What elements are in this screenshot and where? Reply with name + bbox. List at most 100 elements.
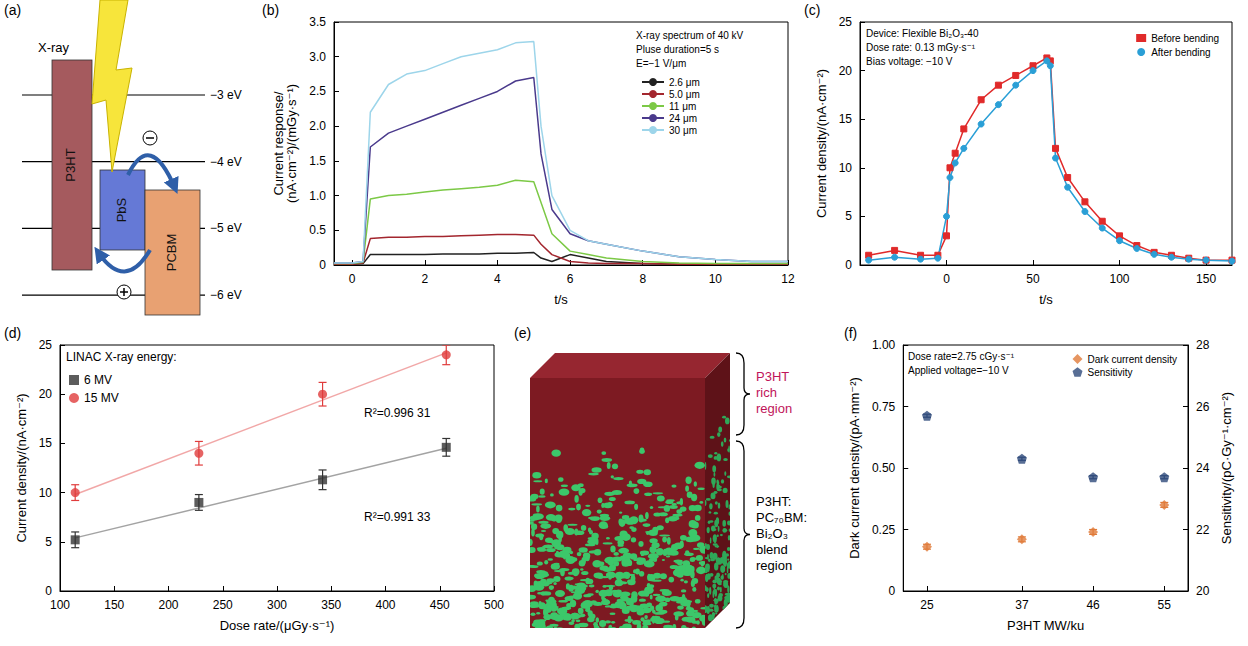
svg-text:Dose rate/(μGy·s⁻¹): Dose rate/(μGy·s⁻¹) bbox=[220, 618, 335, 633]
svg-text:X-ray: X-ray bbox=[38, 40, 70, 55]
svg-text:Bi₂O₃: Bi₂O₃ bbox=[756, 526, 788, 541]
svg-text:rich: rich bbox=[756, 385, 777, 400]
svg-text:250: 250 bbox=[213, 598, 233, 612]
svg-text:PbS: PbS bbox=[114, 197, 129, 222]
svg-text:30 μm: 30 μm bbox=[669, 125, 697, 136]
svg-text:0.50: 0.50 bbox=[872, 461, 896, 475]
svg-text:Dose rate=2.75 cGy·s⁻¹: Dose rate=2.75 cGy·s⁻¹ bbox=[908, 351, 1015, 362]
svg-text:0.5: 0.5 bbox=[309, 223, 326, 237]
svg-text:26: 26 bbox=[1196, 400, 1210, 414]
svg-text:100: 100 bbox=[1110, 272, 1130, 286]
svg-text:12: 12 bbox=[781, 272, 795, 286]
svg-text:After bending: After bending bbox=[1151, 47, 1211, 58]
svg-text:P3HT: P3HT bbox=[63, 148, 78, 181]
svg-text:2: 2 bbox=[421, 272, 428, 286]
svg-text:24 μm: 24 μm bbox=[669, 113, 697, 124]
svg-text:PC₇₀BM:: PC₇₀BM: bbox=[756, 510, 807, 525]
svg-text:Sensitivity/(pC·Gy⁻¹·cm⁻²): Sensitivity/(pC·Gy⁻¹·cm⁻²) bbox=[1219, 392, 1234, 544]
svg-text:500: 500 bbox=[484, 598, 504, 612]
svg-text:15: 15 bbox=[839, 112, 853, 126]
svg-text:−6 eV: −6 eV bbox=[210, 288, 242, 302]
svg-text:Dose rate: 0.13 mGy·s⁻¹: Dose rate: 0.13 mGy·s⁻¹ bbox=[866, 42, 976, 53]
svg-text:25: 25 bbox=[839, 15, 853, 29]
svg-text:−3 eV: −3 eV bbox=[210, 88, 242, 102]
svg-text:5: 5 bbox=[845, 209, 852, 223]
svg-text:E=−1 V/μm: E=−1 V/μm bbox=[636, 58, 686, 69]
svg-text:4: 4 bbox=[494, 272, 501, 286]
svg-text:Device: Flexible Bi₂O₃-40: Device: Flexible Bi₂O₃-40 bbox=[866, 28, 979, 39]
svg-text:22: 22 bbox=[1196, 523, 1210, 537]
svg-text:region: region bbox=[756, 558, 792, 573]
svg-text:0: 0 bbox=[349, 272, 356, 286]
svg-text:15 MV: 15 MV bbox=[84, 391, 119, 405]
svg-text:200: 200 bbox=[158, 598, 178, 612]
svg-text:100: 100 bbox=[50, 598, 70, 612]
svg-text:LINAC X-ray energy:: LINAC X-ray energy: bbox=[66, 350, 177, 364]
svg-text:400: 400 bbox=[375, 598, 395, 612]
svg-text:0: 0 bbox=[943, 272, 950, 286]
svg-text:25: 25 bbox=[39, 338, 53, 352]
svg-text:24: 24 bbox=[1196, 461, 1210, 475]
svg-text:50: 50 bbox=[1026, 272, 1040, 286]
svg-text:0.75: 0.75 bbox=[872, 400, 896, 414]
svg-text:11 μm: 11 μm bbox=[669, 101, 696, 112]
svg-text:15: 15 bbox=[39, 436, 53, 450]
svg-text:blend: blend bbox=[756, 542, 788, 557]
svg-text:Dark current density: Dark current density bbox=[1088, 354, 1177, 365]
svg-text:37: 37 bbox=[1015, 598, 1029, 612]
svg-text:3.5: 3.5 bbox=[309, 15, 326, 29]
svg-text:28: 28 bbox=[1196, 338, 1210, 352]
svg-text:55: 55 bbox=[1158, 598, 1172, 612]
svg-text:0: 0 bbox=[45, 584, 52, 598]
svg-text:PCBM: PCBM bbox=[164, 234, 179, 272]
svg-text:Applied voltage=−10 V: Applied voltage=−10 V bbox=[908, 365, 1009, 376]
svg-text:1.00: 1.00 bbox=[872, 338, 896, 352]
svg-text:10: 10 bbox=[709, 272, 723, 286]
svg-text:R²=0.996 31: R²=0.996 31 bbox=[364, 406, 431, 420]
svg-text:Before bending: Before bending bbox=[1151, 33, 1219, 44]
svg-text:20: 20 bbox=[839, 64, 853, 78]
svg-text:region: region bbox=[756, 401, 792, 416]
svg-text:300: 300 bbox=[267, 598, 287, 612]
svg-text:8: 8 bbox=[639, 272, 646, 286]
svg-text:450: 450 bbox=[430, 598, 450, 612]
svg-text:46: 46 bbox=[1086, 598, 1100, 612]
svg-text:25: 25 bbox=[920, 598, 934, 612]
svg-text:20: 20 bbox=[1196, 584, 1210, 598]
svg-text:3.0: 3.0 bbox=[309, 50, 326, 64]
svg-text:2.5: 2.5 bbox=[309, 84, 326, 98]
svg-text:350: 350 bbox=[321, 598, 341, 612]
svg-text:0.25: 0.25 bbox=[872, 523, 896, 537]
svg-text:1.5: 1.5 bbox=[309, 154, 326, 168]
svg-text:150: 150 bbox=[1196, 272, 1216, 286]
svg-text:−5 eV: −5 eV bbox=[210, 221, 242, 235]
svg-text:2.0: 2.0 bbox=[309, 119, 326, 133]
svg-text:Sensitivity: Sensitivity bbox=[1088, 367, 1133, 378]
svg-text:P3HT MW/ku: P3HT MW/ku bbox=[1007, 618, 1084, 633]
svg-text:0: 0 bbox=[889, 584, 896, 598]
svg-text:5.0 μm: 5.0 μm bbox=[669, 89, 700, 100]
svg-text:t/s: t/s bbox=[554, 292, 568, 307]
svg-text:−4 eV: −4 eV bbox=[210, 155, 242, 169]
svg-text:0: 0 bbox=[845, 258, 852, 272]
svg-text:Current density/(nA·cm⁻²): Current density/(nA·cm⁻²) bbox=[14, 393, 29, 542]
svg-text:P3HT: P3HT bbox=[756, 369, 789, 384]
svg-text:5: 5 bbox=[45, 535, 52, 549]
svg-text:Dark current density/(pA·mm⁻²): Dark current density/(pA·mm⁻²) bbox=[847, 377, 862, 559]
svg-text:10: 10 bbox=[839, 161, 853, 175]
svg-text:Bias voltage: −10 V: Bias voltage: −10 V bbox=[866, 56, 953, 67]
svg-text:Current density/(nA·cm⁻²): Current density/(nA·cm⁻²) bbox=[814, 69, 829, 218]
svg-text:2.6 μm: 2.6 μm bbox=[669, 77, 700, 88]
svg-text:10: 10 bbox=[39, 486, 53, 500]
svg-text:6 MV: 6 MV bbox=[84, 373, 112, 387]
svg-text:6: 6 bbox=[567, 272, 574, 286]
svg-text:20: 20 bbox=[39, 387, 53, 401]
svg-text:Pluse duration=5 s: Pluse duration=5 s bbox=[636, 44, 719, 55]
svg-text:P3HT:: P3HT: bbox=[756, 494, 791, 509]
svg-text:1.0: 1.0 bbox=[309, 189, 326, 203]
svg-text:R²=0.991 33: R²=0.991 33 bbox=[364, 510, 431, 524]
svg-text:0: 0 bbox=[319, 258, 326, 272]
svg-text:(nA·cm⁻²)/(mGy·s⁻¹): (nA·cm⁻²)/(mGy·s⁻¹) bbox=[284, 84, 299, 203]
svg-text:t/s: t/s bbox=[1039, 292, 1053, 307]
svg-text:X-ray spectrum of 40 kV: X-ray spectrum of 40 kV bbox=[636, 30, 744, 41]
